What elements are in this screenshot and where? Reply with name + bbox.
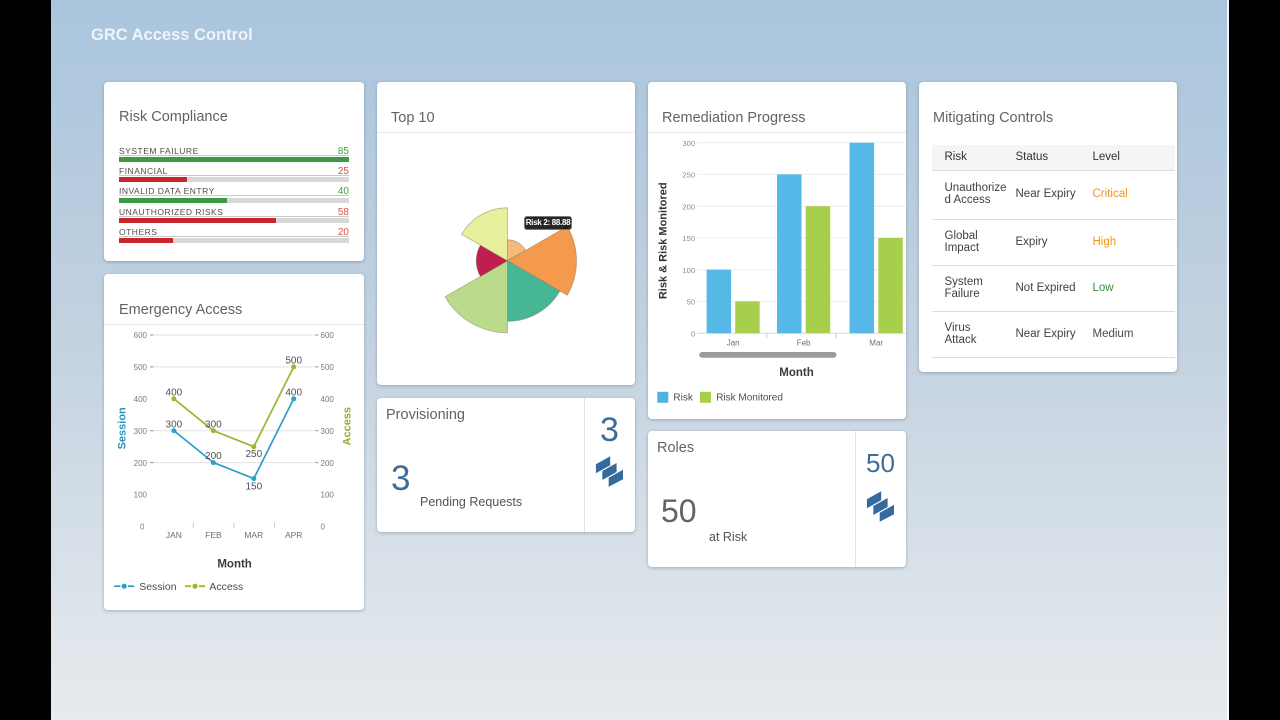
svg-text:400: 400	[134, 395, 148, 404]
svg-text:500: 500	[285, 356, 302, 367]
svg-text:Access: Access	[209, 581, 243, 593]
svg-text:JAN: JAN	[166, 530, 182, 540]
svg-text:300: 300	[682, 139, 695, 148]
svg-text:0: 0	[321, 523, 326, 532]
svg-text:Feb: Feb	[797, 338, 811, 347]
svg-text:400: 400	[321, 395, 335, 404]
svg-text:300: 300	[205, 419, 222, 430]
svg-text:250: 250	[682, 171, 695, 180]
svg-text:FEB: FEB	[205, 530, 222, 540]
svg-text:Jan: Jan	[727, 338, 740, 347]
svg-text:600: 600	[321, 331, 335, 340]
svg-text:500: 500	[134, 363, 148, 372]
svg-text:Risk: Risk	[673, 393, 693, 404]
svg-text:100: 100	[321, 491, 335, 500]
svg-text:300: 300	[134, 427, 148, 436]
svg-text:100: 100	[134, 491, 148, 500]
svg-text:0: 0	[140, 523, 145, 532]
svg-text:400: 400	[166, 387, 183, 398]
svg-text:600: 600	[134, 331, 148, 340]
svg-text:50: 50	[687, 298, 695, 307]
svg-text:100: 100	[682, 266, 695, 275]
svg-text:400: 400	[285, 387, 302, 398]
svg-text:200: 200	[321, 459, 335, 468]
svg-text:300: 300	[166, 419, 183, 430]
svg-text:Risk & Risk Monitored: Risk & Risk Monitored	[657, 182, 669, 299]
svg-text:MAR: MAR	[244, 530, 263, 540]
svg-text:Access: Access	[342, 407, 354, 446]
svg-text:Month: Month	[779, 367, 813, 379]
svg-text:300: 300	[321, 427, 335, 436]
svg-text:200: 200	[682, 202, 695, 211]
svg-text:Month: Month	[217, 558, 251, 570]
svg-text:200: 200	[134, 459, 148, 468]
svg-text:500: 500	[321, 363, 335, 372]
svg-text:150: 150	[245, 482, 262, 493]
svg-text:APR: APR	[285, 530, 302, 540]
svg-text:Risk Monitored: Risk Monitored	[716, 393, 783, 404]
svg-text:250: 250	[245, 449, 262, 460]
svg-text:150: 150	[682, 234, 695, 243]
svg-text:200: 200	[205, 451, 222, 462]
svg-text:0: 0	[691, 329, 695, 338]
svg-text:Mar: Mar	[869, 338, 883, 347]
svg-text:Session: Session	[139, 581, 177, 593]
svg-text:Session: Session	[116, 407, 128, 449]
